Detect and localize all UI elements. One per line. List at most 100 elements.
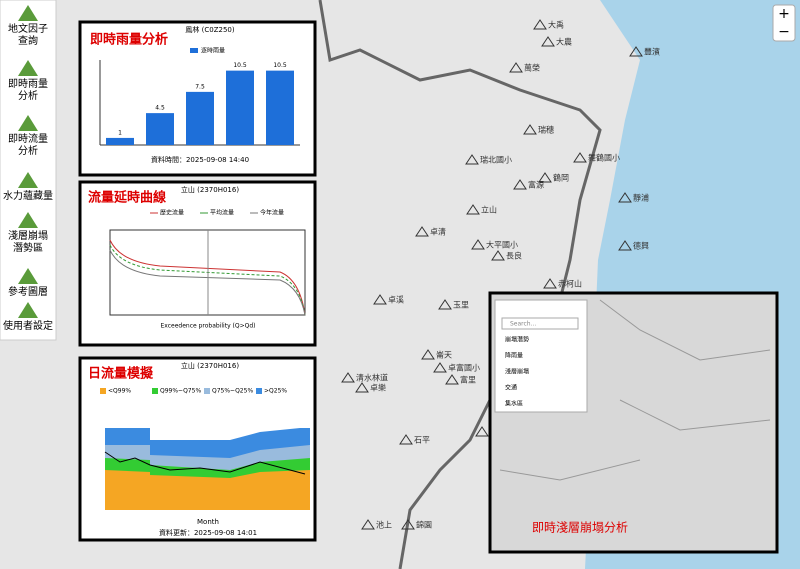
menu-label[interactable]: 即時雨量: [8, 78, 48, 90]
value-label: 1: [118, 129, 122, 136]
legend-swatch: [204, 388, 210, 394]
menu-label[interactable]: 分析: [18, 89, 38, 102]
daily-title: 日流量模擬: [88, 366, 154, 382]
search-box[interactable]: [501, 317, 579, 330]
place-label: 大禹: [548, 20, 564, 30]
menu-label[interactable]: 使用者設定: [3, 319, 53, 332]
legend-label: 平均流量: [210, 209, 234, 217]
icon: [18, 172, 38, 188]
place-icon: [421, 349, 435, 360]
menu-label[interactable]: 查詢: [18, 34, 38, 47]
area: [105, 470, 310, 510]
value-label: 4.5: [155, 105, 165, 112]
bar: [226, 70, 254, 145]
place-label: 赤柯山: [558, 279, 582, 289]
layer-label[interactable]: 降雨量: [505, 352, 523, 360]
menu-label[interactable]: 潛勢區: [13, 241, 43, 254]
layer-label[interactable]: 淺層崩塌: [505, 368, 529, 376]
place-icon: [491, 250, 505, 261]
flow-line: [104, 451, 306, 475]
place-label: 大農: [556, 37, 572, 47]
menu-label[interactable]: 參考圖層: [8, 285, 48, 298]
zoom-out[interactable]: −: [778, 24, 790, 40]
menu-label[interactable]: 分析: [18, 144, 38, 157]
duration-xlabel: Exceedence probability (Q>Qd): [160, 323, 255, 330]
layer-label[interactable]: 交通: [505, 384, 517, 392]
place-icon: [465, 154, 479, 165]
duration-title: 流量延時曲線: [88, 190, 167, 206]
duration-panel: [78, 180, 317, 347]
place-label: 瑞穗: [538, 125, 554, 135]
place-label: 富源: [528, 180, 544, 190]
place-icon: [618, 192, 632, 203]
place-icon: [471, 239, 485, 250]
icon: [18, 5, 38, 21]
landslide-title: 即時淺層崩塌分析: [532, 521, 628, 535]
zoom-in[interactable]: +: [778, 6, 790, 22]
icon: [18, 212, 38, 228]
place-label: 清水林道: [356, 373, 388, 383]
layer-label[interactable]: 崩塌潛勢: [505, 336, 529, 344]
menu-label[interactable]: 地文因子: [8, 22, 48, 35]
bar: [106, 137, 134, 145]
place-icon: [629, 46, 643, 57]
place-label: 立山: [481, 205, 497, 215]
place-label: 卓清: [430, 227, 446, 237]
place-icon: [523, 124, 537, 135]
daily-xlabel: Month: [197, 518, 219, 526]
place-label: 靜浦: [633, 193, 649, 203]
bar: [146, 113, 174, 145]
legend-label: 今年流量: [260, 209, 284, 217]
place-icon: [355, 382, 369, 393]
place-icon: [466, 204, 480, 215]
place-icon: [533, 19, 547, 30]
legend-label: <Q99%: [108, 388, 131, 395]
bar: [266, 70, 294, 145]
place-icon: [513, 179, 527, 190]
legend-label: Q75%~Q25%: [212, 388, 253, 395]
terrain: [499, 299, 771, 481]
layer-label[interactable]: 集水區: [505, 400, 523, 408]
duration-station: 立山 (2370H016): [181, 185, 239, 194]
place-label: 長良: [506, 251, 522, 261]
daily-station: 立山 (2370H016): [181, 361, 239, 370]
icon: [18, 60, 38, 76]
place-icon: [445, 374, 459, 385]
icon: [18, 268, 38, 284]
menu-label[interactable]: 水力蘊藏量: [3, 189, 53, 202]
rain-footer: 資料時間：2025-09-08 14:40: [151, 155, 249, 164]
value-label: 10.5: [273, 62, 287, 69]
place-label: 鶴岡: [553, 173, 569, 183]
place-icon: [438, 299, 452, 310]
legend-label: >Q25%: [264, 388, 287, 395]
daily-footer: 資料更新：2025-09-08 14:01: [159, 528, 257, 537]
place-icon: [538, 172, 552, 183]
curve: [109, 249, 306, 316]
legend-swatch: [152, 388, 158, 394]
menu-label[interactable]: 淺層崩塌: [8, 229, 48, 242]
curve: [109, 239, 306, 316]
place-label: 萬榮: [524, 63, 540, 73]
place-icon: [573, 152, 587, 163]
search-input[interactable]: Search...: [510, 321, 536, 328]
legend-label: 歷史流量: [160, 209, 184, 217]
legend-swatch: [100, 388, 106, 394]
place-label: 石平: [414, 436, 430, 445]
menu-label[interactable]: 即時流量: [8, 132, 48, 145]
place-label: 富里: [460, 375, 476, 385]
place-icon: [541, 36, 555, 47]
county-border: [318, 0, 602, 569]
legend-swatch: [190, 48, 198, 53]
place-icon: [401, 519, 415, 530]
bar: [186, 91, 214, 145]
place-icon: [475, 426, 489, 437]
place-icon: [509, 62, 523, 73]
legend-label: Q99%~Q75%: [160, 388, 201, 395]
place-icon: [433, 362, 447, 373]
place-label: 舞鶴國小: [588, 153, 620, 163]
place-label: 崙天: [436, 350, 452, 360]
place-label: 瑞北國小: [480, 155, 512, 165]
place-icon: [373, 294, 387, 305]
